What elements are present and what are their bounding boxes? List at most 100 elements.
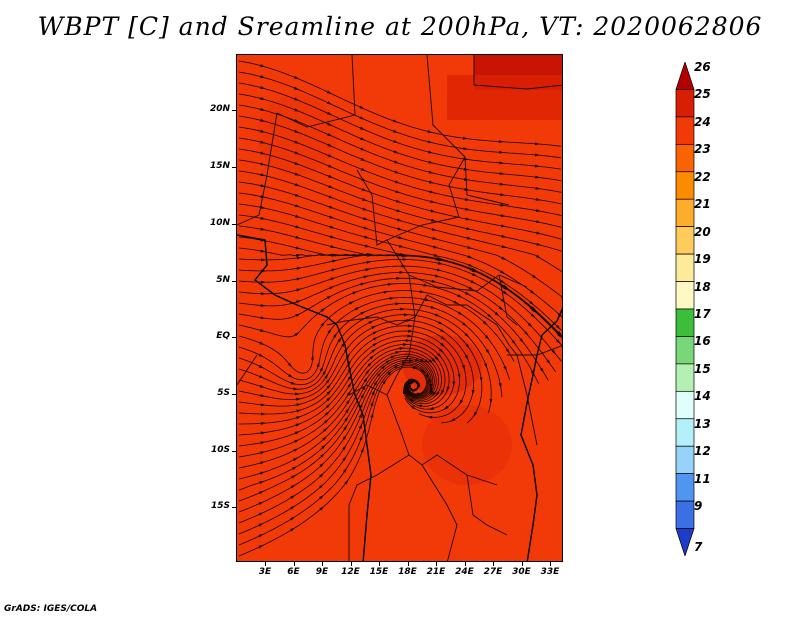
streamline-arrow — [407, 377, 413, 383]
lon-tick — [265, 562, 266, 566]
streamline-arrow — [330, 277, 336, 281]
streamline-arrow — [358, 412, 363, 418]
streamline-arrow — [443, 405, 449, 410]
streamline-arrow — [409, 405, 415, 410]
streamline-arrow — [369, 355, 375, 360]
streamline-arrow — [296, 397, 302, 401]
streamline-arrow — [425, 373, 429, 379]
colorbar-swatch — [675, 473, 695, 502]
streamline-arrow — [294, 439, 300, 443]
streamline-arrow — [529, 300, 535, 306]
streamline-arrow — [371, 325, 377, 330]
streamline-arrow — [260, 280, 266, 284]
streamline-arrow — [561, 297, 562, 299]
streamline-arrow — [260, 86, 266, 89]
streamline-arrow — [352, 291, 358, 295]
colorbar-swatch — [675, 226, 695, 255]
colorbar-label: 14 — [694, 389, 711, 404]
colorbar-label: 17 — [694, 307, 711, 321]
colorbar-label: 12 — [694, 444, 711, 459]
streamline-arrow — [535, 209, 542, 212]
streamline-arrow — [295, 423, 301, 427]
streamline-arrow — [326, 90, 332, 94]
streamline-arrow — [407, 334, 413, 338]
lon-label: 18E — [398, 567, 417, 577]
colorbar-label: 19 — [694, 252, 711, 267]
streamline-arrow — [346, 390, 351, 396]
colorbar-swatch — [675, 198, 695, 228]
streamline-arrow — [394, 180, 401, 184]
colorbar-label: 9 — [694, 499, 703, 514]
streamline-arrow — [342, 434, 347, 440]
streamline-arrow — [372, 336, 379, 341]
streamline-arrow — [260, 394, 266, 397]
streamline-arrow — [342, 456, 347, 462]
streamline-arrow — [416, 404, 422, 408]
streamline-arrow — [258, 512, 264, 516]
streamline-arrow — [260, 269, 266, 273]
streamline-arrow — [345, 408, 350, 414]
streamline-arrow — [412, 366, 419, 370]
streamline-arrow — [363, 217, 369, 221]
streamline-arrow — [361, 385, 366, 391]
streamline-arrow — [371, 348, 377, 353]
streamline-arrow — [471, 272, 478, 277]
streamline-arrow — [333, 332, 337, 338]
streamline-arrow — [403, 254, 409, 258]
streamline-arrow — [260, 162, 266, 166]
streamline-arrow — [420, 358, 426, 363]
lon-label: 33E — [540, 567, 560, 577]
streamline-arrow — [328, 185, 334, 189]
streamline-arrow — [427, 129, 433, 133]
streamline-arrow — [464, 332, 470, 338]
streamline-arrow — [432, 391, 437, 397]
colorbar-swatch — [675, 253, 695, 282]
streamline-arrow — [438, 261, 444, 265]
streamline-arrow — [436, 268, 442, 272]
streamline-arrow — [532, 308, 537, 314]
streamline-arrow — [296, 288, 302, 292]
streamline-arrow — [347, 360, 352, 366]
streamline-arrow — [366, 260, 372, 264]
streamline-arrow — [294, 119, 300, 123]
streamline-arrow — [408, 329, 414, 333]
streamline-arrow — [532, 274, 538, 279]
lon-tick — [521, 562, 523, 566]
streamline-arrow — [498, 140, 504, 144]
streamline-arrow — [260, 107, 266, 111]
streamline-arrow — [435, 391, 440, 397]
streamline-arrow — [294, 108, 300, 112]
streamline-arrow — [431, 279, 437, 283]
streamline-arrow — [470, 280, 476, 284]
east-coastline — [520, 307, 562, 561]
streamline-arrow — [500, 193, 506, 197]
streamline-arrow — [295, 313, 301, 317]
streamline-arrow — [326, 101, 333, 105]
streamline-arrow — [371, 389, 375, 396]
streamline-arrow — [539, 367, 544, 373]
streamline-arrow — [452, 381, 456, 387]
streamline-arrow — [393, 140, 399, 144]
colorbar-label: 11 — [694, 471, 711, 486]
lat-label: 20N — [209, 104, 230, 114]
streamline-arrow — [395, 351, 401, 355]
streamline-arrow — [472, 269, 478, 273]
streamline-arrow — [462, 322, 467, 327]
streamline-arrow — [258, 490, 265, 495]
streamline-arrow — [325, 403, 331, 409]
streamline-arrow — [296, 416, 302, 420]
streamline-arrow — [345, 399, 350, 405]
streamline-arrow — [483, 363, 488, 369]
streamline-arrow — [403, 343, 409, 347]
streamline-arrow — [260, 451, 266, 455]
streamline-arrow — [505, 348, 510, 354]
streamline-arrow — [501, 245, 507, 248]
streamline-arrow — [429, 391, 434, 397]
streamline-arrow — [381, 365, 386, 370]
streamline-arrow — [500, 203, 506, 207]
streamline-arrow — [359, 126, 366, 131]
streamline-arrow — [406, 387, 411, 393]
streamline-arrow — [407, 324, 413, 328]
streamline-arrow — [439, 348, 444, 353]
lon-tick — [322, 562, 323, 566]
